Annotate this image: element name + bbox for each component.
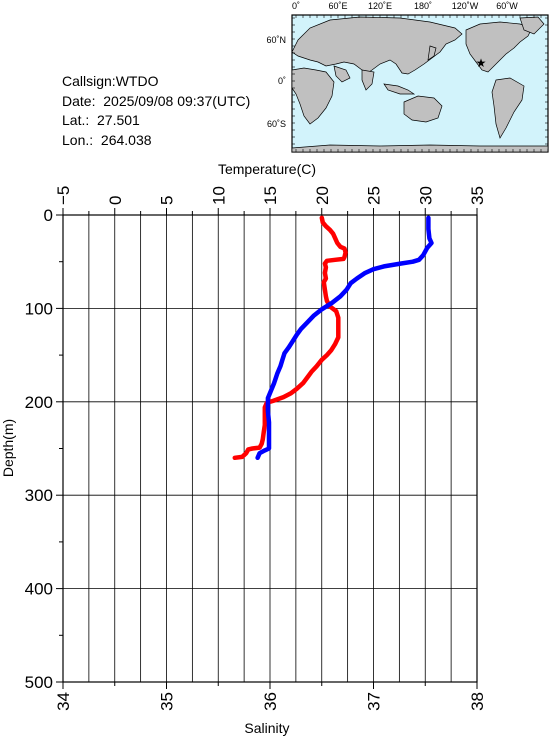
temp-tick-label: 20 xyxy=(313,186,332,205)
salinity-tick-label: 36 xyxy=(261,692,280,711)
temp-tick-label: 15 xyxy=(261,186,280,205)
depth-tick-label: 200 xyxy=(25,393,53,412)
salinity-axis-label: Salinity xyxy=(244,720,289,736)
callsign-text: Callsign:WTDO xyxy=(62,73,159,89)
latitude-text: Lat.: 27.501 xyxy=(62,112,140,128)
salinity-profile-line xyxy=(255,215,434,461)
temp-tick-label: −5 xyxy=(54,186,73,205)
greenland-land xyxy=(519,16,545,35)
india-land xyxy=(361,69,375,91)
eurasia-land xyxy=(291,16,463,75)
salinity-tick-label: 37 xyxy=(365,692,384,711)
map-tick-0: 0˚ xyxy=(292,1,300,11)
map-tick-120e: 120˚E xyxy=(368,1,392,11)
indonesia-land xyxy=(383,83,416,95)
antarctica-land xyxy=(291,144,549,153)
africa-land xyxy=(291,67,335,125)
south-america-land xyxy=(491,77,525,139)
temp-tick-label: 30 xyxy=(416,186,435,205)
temp-tick-label: 10 xyxy=(209,186,228,205)
longitude-text: Lon.: 264.038 xyxy=(62,131,152,148)
date-text: Date: 2025/09/08 09:37(UTC) xyxy=(62,92,251,109)
temp-tick-label: 35 xyxy=(468,186,487,205)
depth-tick-label: 300 xyxy=(25,486,53,505)
station-info: Callsign:WTDO Date: 2025/09/08 09:37(UTC… xyxy=(62,72,250,150)
north-america-land xyxy=(465,21,533,73)
map-tick-180: 180˚ xyxy=(414,1,432,11)
map-tick-60s: 60˚S xyxy=(267,119,286,129)
arabia-land xyxy=(333,65,351,83)
temperature-profile-line xyxy=(232,215,348,461)
temp-tick-label: 0 xyxy=(106,196,125,205)
depth-tick-label: 400 xyxy=(25,580,53,599)
location-map: 0˚ 60˚E 120˚E 180˚ 120˚W 60˚W 60˚N 0˚ 60… xyxy=(266,1,549,153)
map-landmasses xyxy=(291,16,549,153)
map-frame-ticks xyxy=(292,15,549,152)
depth-tick-label: 500 xyxy=(25,673,53,692)
station-marker-star-icon: ★ xyxy=(476,56,487,70)
depth-tick-label: 100 xyxy=(25,299,53,318)
chart-series xyxy=(232,215,434,461)
depth-tick-label: 0 xyxy=(44,206,53,225)
map-tick-60w: 60˚W xyxy=(496,1,518,11)
depth-axis-label: Depth(m) xyxy=(0,419,16,477)
temperature-axis-label: Temperature(C) xyxy=(218,161,316,177)
australia-land xyxy=(403,95,443,123)
salinity-tick-label: 34 xyxy=(54,692,73,711)
map-tick-60e: 60˚E xyxy=(328,1,347,11)
salinity-tick-label: 38 xyxy=(468,692,487,711)
map-tick-eq: 0˚ xyxy=(278,76,286,86)
japan-land xyxy=(427,45,437,61)
temp-tick-label: 5 xyxy=(158,196,177,205)
salinity-tick-label: 35 xyxy=(158,692,177,711)
map-tick-60n: 60˚N xyxy=(266,35,286,45)
map-tick-120w: 120˚W xyxy=(452,1,479,11)
temp-tick-label: 25 xyxy=(365,186,384,205)
